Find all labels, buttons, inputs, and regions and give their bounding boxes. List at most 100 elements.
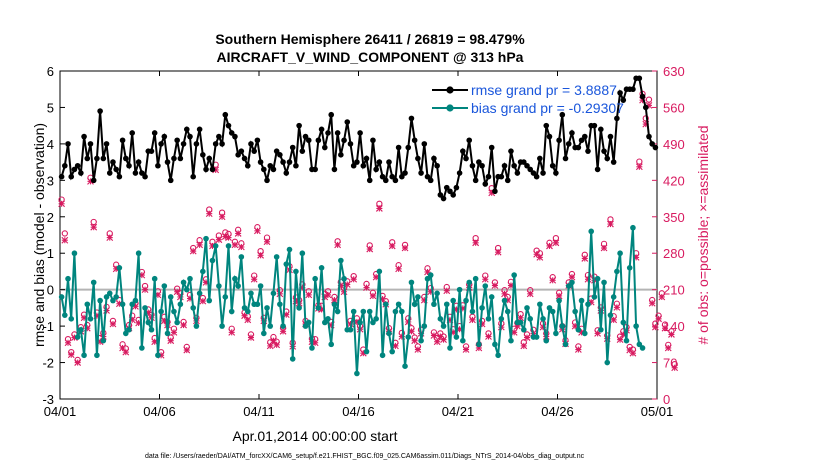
rmse-point (392, 177, 399, 184)
bias-point (228, 308, 235, 315)
rmse-point (344, 119, 351, 125)
bias-point (328, 341, 335, 348)
bias-point (453, 334, 460, 340)
obs-assimilated-marker (462, 346, 470, 353)
bias-point (334, 308, 341, 315)
y-right-tick-label: 560 (663, 100, 685, 115)
rmse-point (139, 170, 145, 176)
bias-point (482, 283, 489, 289)
rmse-point (305, 137, 312, 144)
rmse-point (100, 155, 107, 162)
rmse-point (167, 177, 174, 184)
rmse-point (200, 152, 206, 158)
obs-assimilated-marker (250, 275, 258, 283)
obs-assimilated-marker (501, 290, 508, 298)
y-right-tick-label: 420 (663, 173, 685, 188)
bias-point (183, 286, 190, 293)
rmse-point (617, 90, 623, 96)
obs-assimilated-marker (574, 346, 582, 353)
bias-point (604, 359, 611, 366)
rmse-point (315, 137, 322, 144)
rmse-point (171, 155, 177, 162)
rmse-point (604, 155, 611, 162)
bias-point (177, 301, 184, 308)
bias-point (283, 261, 290, 267)
rmse-point (180, 141, 187, 147)
bias-point (527, 316, 534, 322)
rmse-point (424, 173, 431, 180)
bias-point (543, 337, 550, 344)
legend-bias-label: bias grand pr = -0.29307 (471, 100, 624, 116)
bias-point (460, 337, 466, 344)
bias-point (209, 257, 216, 264)
bias-point (415, 294, 421, 300)
bias-point (244, 308, 251, 315)
obs-assimilated-marker (491, 282, 499, 289)
rmse-point (241, 155, 248, 162)
rmse-point (302, 133, 309, 140)
bias-point (472, 275, 479, 282)
obs-assimilated-marker (552, 239, 560, 247)
rmse-point (222, 111, 229, 118)
rmse-point (607, 133, 614, 140)
rmse-point (437, 192, 444, 198)
obs-assimilated-marker (225, 234, 232, 241)
obs-assimilated-marker (196, 241, 204, 249)
rmse-point (540, 170, 546, 176)
bias-point (379, 352, 386, 359)
bias-point (549, 308, 556, 315)
obs-assimilated-marker (549, 276, 557, 284)
bias-point (126, 326, 132, 333)
bias-point (103, 294, 110, 300)
bias-point (254, 301, 261, 308)
bias-point (277, 301, 283, 308)
rmse-point (508, 148, 514, 154)
rmse-point (630, 86, 636, 93)
bias-point (370, 319, 376, 326)
bias-point (434, 290, 440, 297)
bias-point (241, 305, 248, 311)
bias-point (424, 275, 431, 282)
rmse-point (389, 173, 396, 180)
bias-point (437, 316, 444, 322)
bias-point (607, 312, 614, 318)
rmse-point (360, 162, 367, 169)
bias-point (479, 305, 485, 311)
rmse-point (485, 173, 492, 180)
bias-point (225, 243, 232, 249)
rmse-point (312, 166, 318, 173)
obs-assimilated-marker (555, 292, 563, 300)
bias-point (62, 312, 68, 318)
rmse-point (293, 162, 299, 169)
rmse-point (598, 126, 604, 133)
obs-assimilated-marker (109, 320, 117, 328)
rmse-point (434, 162, 440, 169)
rmse-point (405, 144, 412, 151)
obs-assimilated-marker (652, 323, 659, 331)
obs-assimilated-marker (366, 245, 374, 253)
obs-assimilated-marker (481, 275, 489, 283)
obs-assimilated-marker (607, 220, 614, 228)
rmse-point (559, 111, 566, 118)
rmse-point (556, 137, 562, 144)
bias-point (129, 301, 136, 308)
rmse-point (62, 162, 68, 169)
data-file-footnote: data file: /Users/raeder/DAI/ATM_forcXX/… (145, 453, 585, 460)
rmse-point (331, 166, 338, 173)
rmse-point (58, 173, 65, 180)
bias-point (206, 297, 213, 304)
rmse-point (264, 177, 270, 184)
rmse-point (193, 141, 200, 147)
bias-point (338, 257, 344, 264)
bias-point (305, 319, 312, 326)
rmse-point (565, 141, 572, 147)
obs-assimilated-marker (523, 334, 531, 341)
rmse-point (376, 159, 383, 165)
bias-point (145, 319, 152, 326)
bias-point (155, 352, 161, 359)
obs-assimilated-marker (266, 342, 274, 350)
bias-point (94, 352, 100, 359)
rmse-point (427, 177, 434, 184)
obs-assimilated-marker (305, 291, 313, 299)
rmse-point (408, 115, 415, 122)
